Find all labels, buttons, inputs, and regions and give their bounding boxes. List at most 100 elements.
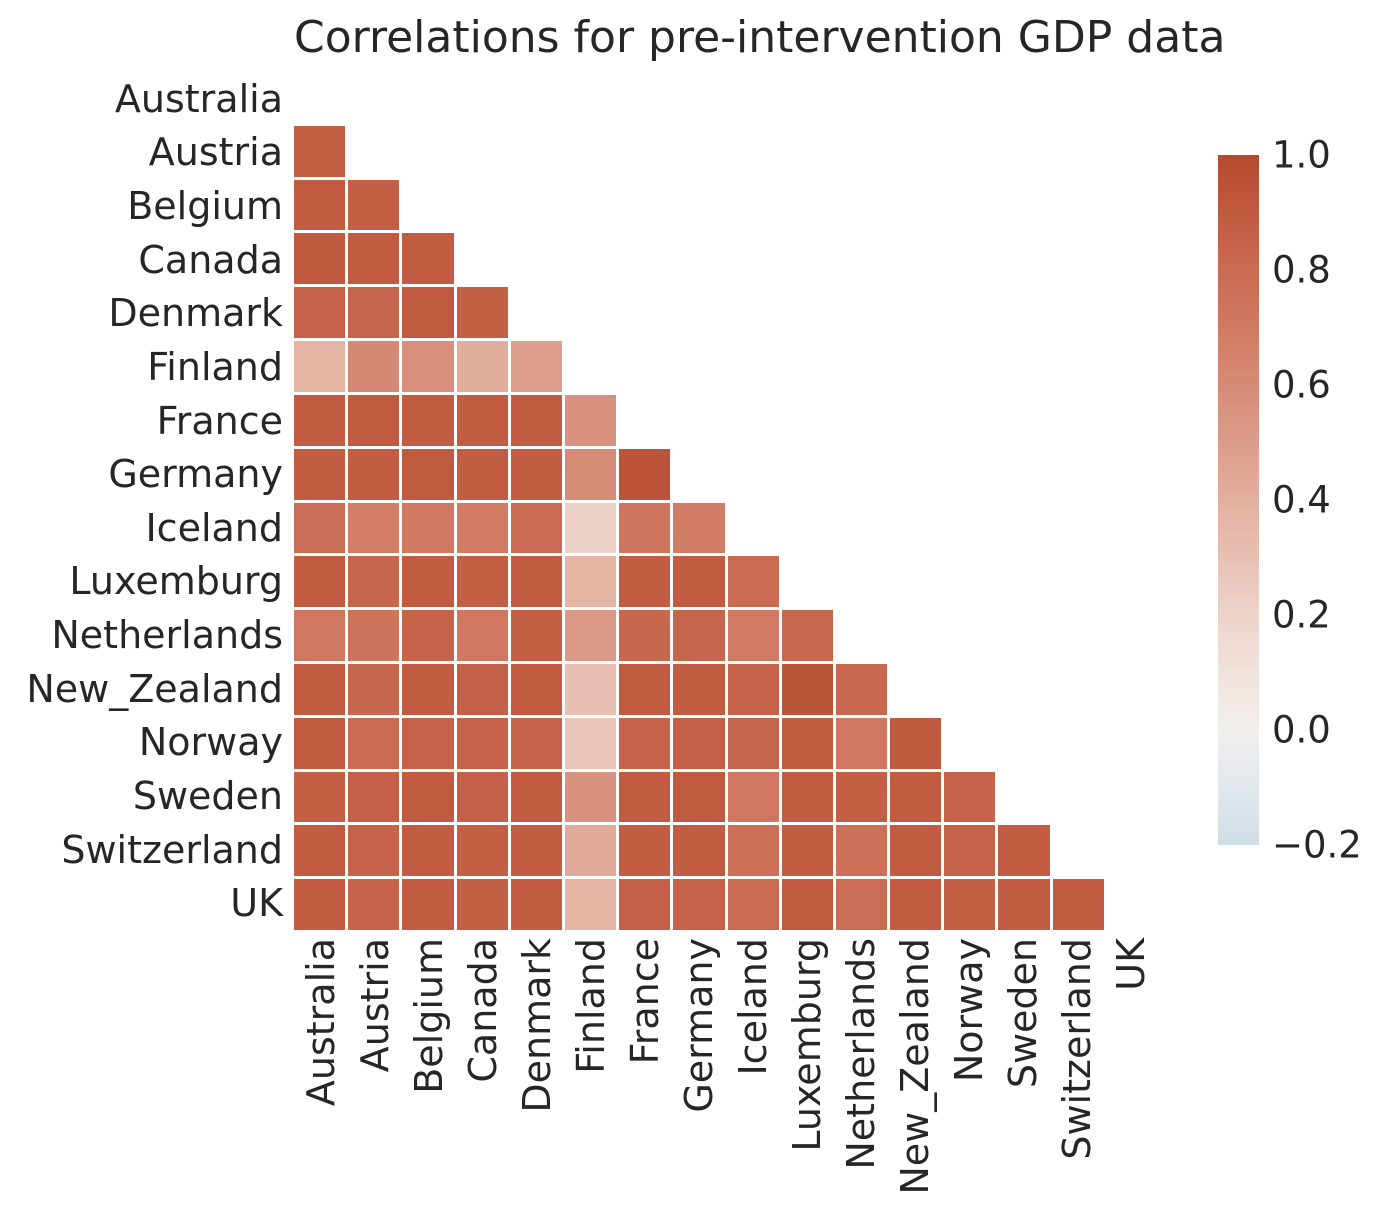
heatmap-cell: [782, 395, 833, 446]
heatmap-cell: [402, 394, 454, 446]
heatmap-cell: [402, 126, 453, 177]
heatmap-cell: [294, 717, 346, 769]
x-tick-label: Sweden: [1001, 938, 1045, 1089]
y-tick-label: Netherlands: [51, 613, 283, 658]
x-axis-labels: Australia Austria Belgium Canada Denmark Finl…: [294, 938, 1158, 1223]
heatmap-cell: [564, 717, 617, 769]
heatmap-cell: [782, 341, 833, 392]
heatmap-cell: [294, 502, 346, 554]
heatmap-cell: [998, 287, 1049, 338]
heatmap-cell: [673, 610, 725, 661]
heatmap-cell: [294, 879, 346, 930]
heatmap-cell: [727, 771, 779, 823]
heatmap-cell: [348, 287, 400, 339]
heatmap-cell: [944, 664, 995, 715]
heatmap-cell: [998, 664, 1049, 715]
heatmap-cell: [511, 233, 562, 284]
colorbar-tick-label: 0.0: [1272, 708, 1331, 752]
heatmap-cell: [457, 180, 508, 231]
heatmap-cell: [456, 556, 508, 608]
heatmap-cell: [1053, 556, 1104, 607]
heatmap-cell: [1107, 610, 1158, 661]
y-tick-label: Sweden: [132, 773, 283, 818]
heatmap-cell: [728, 395, 779, 446]
y-tick-label: Germany: [108, 452, 283, 497]
heatmap-cell: [1053, 341, 1104, 392]
heatmap-cell: [457, 72, 508, 123]
heatmap-cell: [998, 825, 1050, 877]
heatmap-cell: [510, 448, 562, 500]
heatmap-cell: [998, 72, 1049, 123]
heatmap-cell: [836, 395, 887, 446]
heatmap-cell: [835, 879, 888, 930]
x-tick-label: Netherlands: [839, 938, 883, 1170]
heatmap-cell: [781, 717, 833, 769]
heatmap-cell: [1053, 287, 1104, 338]
heatmap-cell: [890, 664, 941, 715]
x-tick-label: Switzerland: [1055, 938, 1099, 1160]
heatmap-cell: [564, 610, 617, 661]
heatmap-cell: [294, 72, 345, 123]
heatmap-cell: [728, 287, 779, 338]
x-tick-label: Germany: [677, 938, 721, 1113]
heatmap-cell: [294, 179, 346, 231]
heatmap-cell: [998, 503, 1049, 554]
heatmap-cell: [1107, 126, 1158, 177]
heatmap-cell: [944, 503, 995, 554]
y-tick-label: Finland: [147, 344, 283, 389]
heatmap-cell: [511, 180, 562, 231]
y-tick-label: Denmark: [108, 291, 283, 336]
heatmap-cell: [728, 126, 779, 177]
heatmap-cell: [1053, 664, 1104, 715]
heatmap-cell: [998, 556, 1049, 607]
heatmap-cell: [348, 179, 400, 231]
heatmap-cell: [619, 771, 671, 823]
colorbar-tick-label: 1.0: [1272, 133, 1331, 177]
heatmap-cell: [510, 825, 562, 877]
heatmap-cell: [944, 72, 995, 123]
heatmap-cell: [510, 879, 562, 930]
heatmap-cell: [673, 771, 725, 823]
y-tick-label: Belgium: [127, 184, 283, 229]
heatmap-cell: [781, 610, 833, 661]
heatmap-cell: [294, 610, 346, 661]
heatmap-cell: [456, 502, 508, 554]
heatmap-cell: [402, 72, 453, 123]
y-tick-label: France: [156, 398, 283, 443]
heatmap-cell: [348, 126, 399, 177]
x-tick-label: Austria: [353, 938, 397, 1073]
heatmap-cell: [1107, 772, 1158, 823]
heatmap-cell: [294, 341, 346, 392]
heatmap-cell: [998, 395, 1049, 446]
x-tick-label: Norway: [947, 938, 991, 1083]
heatmap-cell: [402, 287, 454, 339]
heatmap-cell: [1052, 879, 1104, 930]
heatmap-cell: [890, 717, 942, 769]
heatmap-cell: [727, 556, 779, 608]
heatmap-cell: [782, 126, 833, 177]
y-tick-label: Norway: [138, 720, 283, 765]
heatmap-cell: [456, 771, 508, 823]
colorbar-gradient: [1218, 155, 1259, 845]
heatmap-cell: [294, 125, 346, 177]
heatmap-cell: [619, 502, 671, 554]
heatmap-cell: [673, 449, 724, 500]
heatmap-cell: [510, 556, 562, 608]
heatmap-cell: [998, 879, 1050, 930]
heatmap-cell: [402, 717, 454, 769]
heatmap-cell: [348, 448, 400, 500]
heatmap-cell: [781, 771, 833, 823]
heatmap-cell: [998, 610, 1049, 661]
heatmap-cell: [673, 556, 725, 608]
heatmap-cell: [402, 825, 454, 877]
heatmap-cell: [511, 72, 562, 123]
heatmap-cell: [728, 449, 779, 500]
x-tick-label: Finland: [569, 938, 613, 1074]
heatmap-cell: [619, 556, 671, 608]
heatmap-cell: [673, 72, 724, 123]
heatmap-cell: [456, 717, 508, 769]
heatmap-cell: [728, 341, 779, 392]
heatmap-cell: [728, 503, 779, 554]
heatmap-cell: [1053, 72, 1104, 123]
heatmap-cell: [781, 663, 833, 715]
